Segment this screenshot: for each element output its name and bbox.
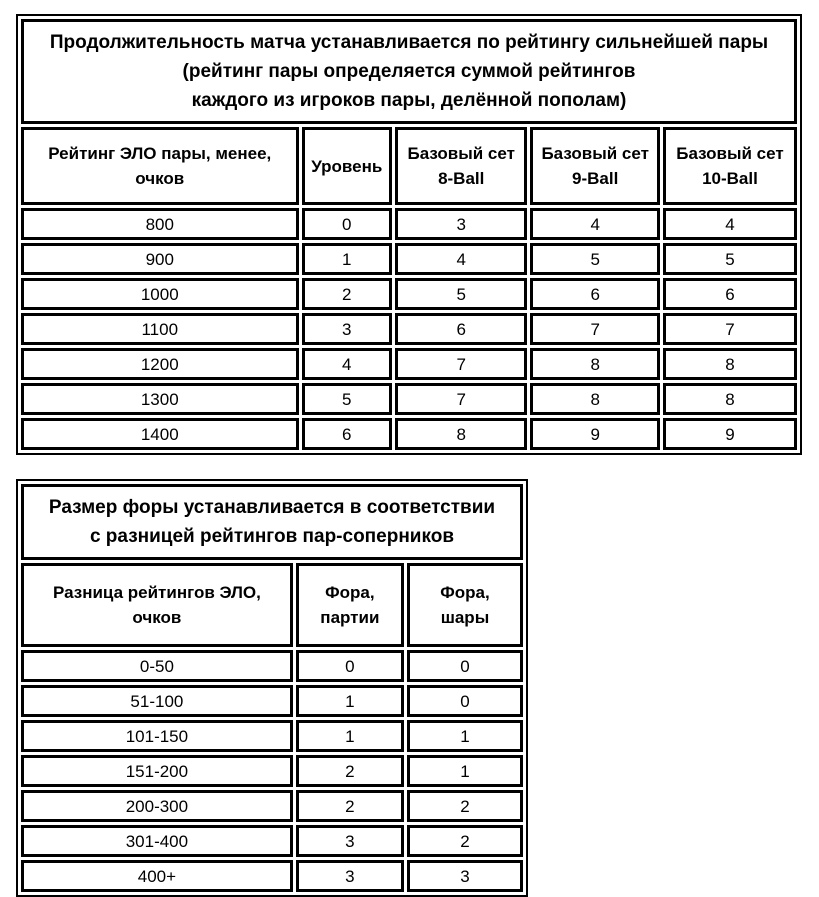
- handicap-table: Размер форы устанавливается в соответств…: [16, 479, 528, 897]
- table-cell: 2: [295, 755, 404, 787]
- table-cell: 400+: [21, 860, 293, 892]
- table-cell: 4: [394, 243, 528, 275]
- table-cell: 3: [406, 860, 523, 892]
- table-cell: 0-50: [21, 650, 293, 682]
- table-cell: 5: [662, 243, 797, 275]
- table-row: 1000 2 5 6 6: [21, 278, 797, 310]
- title-line: Продолжительность матча устанавливается …: [49, 32, 769, 53]
- title-line: Размер форы устанавливается в соответств…: [48, 497, 496, 518]
- table-cell: 0: [295, 650, 404, 682]
- table-row: 1200 4 7 8 8: [21, 348, 797, 380]
- table-cell: 151-200: [21, 755, 293, 787]
- table-row: 400+ 3 3: [21, 860, 523, 892]
- table-cell: 0: [406, 650, 523, 682]
- table-row: 900 1 4 5 5: [21, 243, 797, 275]
- table-row: 0-50 0 0: [21, 650, 523, 682]
- table-header-row: Разница рейтингов ЭЛО, очков Фора, парти…: [21, 563, 523, 647]
- table-cell: 3: [295, 825, 404, 857]
- table-cell: 2: [406, 825, 523, 857]
- table-cell: 1200: [21, 348, 299, 380]
- table-header-row: Рейтинг ЭЛО пары, менее, очков Уровень Б…: [21, 127, 797, 205]
- table-cell: 8: [662, 348, 797, 380]
- table-cell: 3: [301, 313, 392, 345]
- table-cell: 9: [530, 418, 660, 450]
- table-cell: 5: [394, 278, 528, 310]
- table-cell: 0: [301, 208, 392, 240]
- table-cell: 8: [530, 383, 660, 415]
- title-line: каждого из игроков пары, делённой попола…: [191, 90, 627, 111]
- table-cell: 1400: [21, 418, 299, 450]
- column-header-handicap-games: Фора, партии: [295, 563, 404, 647]
- column-header-level: Уровень: [301, 127, 392, 205]
- table-cell: 4: [530, 208, 660, 240]
- table-cell: 7: [530, 313, 660, 345]
- table-cell: 800: [21, 208, 299, 240]
- table-row: 51-100 1 0: [21, 685, 523, 717]
- table-cell: 301-400: [21, 825, 293, 857]
- table-cell: 4: [301, 348, 392, 380]
- table-cell: 0: [406, 685, 523, 717]
- table-cell: 1300: [21, 383, 299, 415]
- table-cell: 4: [662, 208, 797, 240]
- table-cell: 1: [406, 755, 523, 787]
- table-cell: 3: [295, 860, 404, 892]
- table-title-row: Размер форы устанавливается в соответств…: [21, 484, 523, 560]
- table-cell: 7: [394, 348, 528, 380]
- table-cell: 6: [530, 278, 660, 310]
- table-cell: 3: [394, 208, 528, 240]
- table-row: 1300 5 7 8 8: [21, 383, 797, 415]
- document-page: Продолжительность матча устанавливается …: [16, 14, 802, 897]
- title-line: с разницей рейтингов пар-соперников: [89, 526, 455, 547]
- table-cell: 900: [21, 243, 299, 275]
- table-cell: 6: [662, 278, 797, 310]
- match-duration-table: Продолжительность матча устанавливается …: [16, 14, 802, 455]
- table-title-row: Продолжительность матча устанавливается …: [21, 19, 797, 124]
- table-cell: 101-150: [21, 720, 293, 752]
- table-cell: 6: [394, 313, 528, 345]
- table-row: 151-200 2 1: [21, 755, 523, 787]
- table-cell: 1: [295, 685, 404, 717]
- column-header-9ball: Базовый сет 9-Ball: [530, 127, 660, 205]
- table-row: 1100 3 6 7 7: [21, 313, 797, 345]
- table-cell: 8: [530, 348, 660, 380]
- table-title: Размер форы устанавливается в соответств…: [21, 484, 523, 560]
- table-cell: 1100: [21, 313, 299, 345]
- table-cell: 1000: [21, 278, 299, 310]
- table-row: 101-150 1 1: [21, 720, 523, 752]
- table-cell: 9: [662, 418, 797, 450]
- table-cell: 1: [406, 720, 523, 752]
- table-cell: 5: [301, 383, 392, 415]
- title-line: (рейтинг пары определяется суммой рейтин…: [182, 61, 636, 82]
- column-header-handicap-balls: Фора, шары: [406, 563, 523, 647]
- table-row: 301-400 3 2: [21, 825, 523, 857]
- table-cell: 7: [394, 383, 528, 415]
- table-cell: 6: [301, 418, 392, 450]
- column-header-rating: Рейтинг ЭЛО пары, менее, очков: [21, 127, 299, 205]
- table-cell: 8: [394, 418, 528, 450]
- table-cell: 7: [662, 313, 797, 345]
- table-cell: 1: [301, 243, 392, 275]
- table-cell: 5: [530, 243, 660, 275]
- table-title: Продолжительность матча устанавливается …: [21, 19, 797, 124]
- column-header-8ball: Базовый сет 8-Ball: [394, 127, 528, 205]
- table-row: 800 0 3 4 4: [21, 208, 797, 240]
- column-header-rating-diff: Разница рейтингов ЭЛО, очков: [21, 563, 293, 647]
- table-cell: 1: [295, 720, 404, 752]
- table-cell: 51-100: [21, 685, 293, 717]
- column-header-10ball: Базовый сет 10-Ball: [662, 127, 797, 205]
- table-cell: 2: [301, 278, 392, 310]
- table-cell: 8: [662, 383, 797, 415]
- table-row: 1400 6 8 9 9: [21, 418, 797, 450]
